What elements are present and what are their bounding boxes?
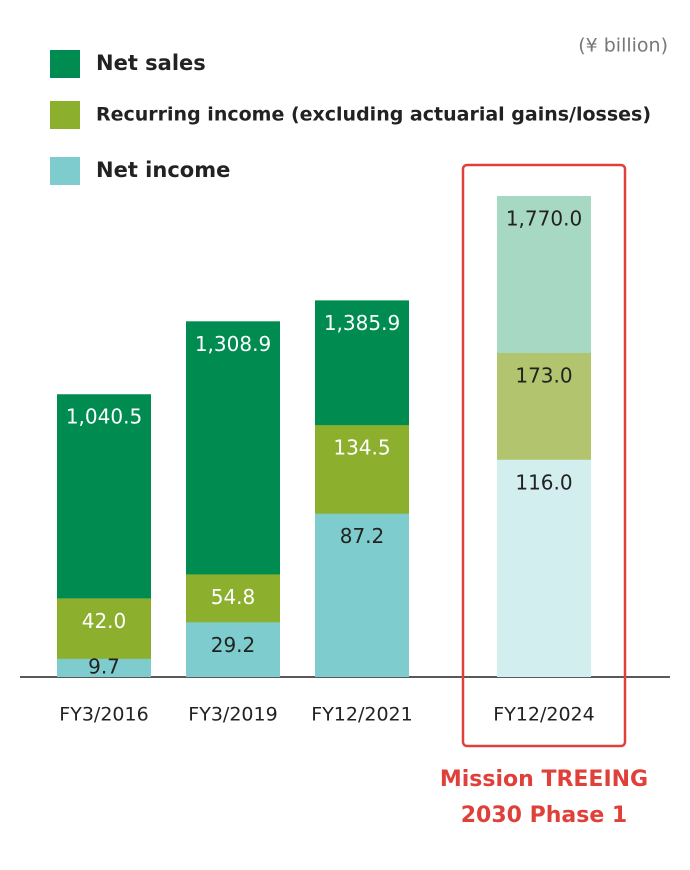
bar-segment (186, 622, 280, 677)
x-tick-label: FY12/2024 (493, 704, 594, 726)
value-label: 87.2 (340, 524, 385, 548)
legend-swatch (50, 50, 80, 78)
value-label: 29.2 (211, 633, 256, 657)
legend-swatch (50, 157, 80, 185)
value-label: 1,770.0 (506, 207, 582, 231)
x-tick-label: FY3/2016 (59, 704, 148, 726)
legend-label: Net sales (96, 51, 206, 75)
bar-segment (315, 513, 409, 677)
x-tick-label: FY3/2019 (188, 704, 277, 726)
value-label: 42.0 (82, 609, 127, 633)
value-label: 173.0 (515, 364, 572, 388)
annotation: Mission TREEING (440, 767, 648, 792)
bar-segment (497, 459, 591, 677)
legend-label: Recurring income (excluding actuarial ga… (96, 104, 651, 126)
bar-segment (57, 658, 151, 677)
value-label: 1,385.9 (324, 311, 400, 335)
value-label: 116.0 (515, 470, 572, 494)
unit-label: (¥ billion) (578, 35, 668, 57)
x-tick-label: FY12/2021 (311, 704, 412, 726)
value-label: 1,040.5 (66, 405, 142, 429)
annotation: 2030 Phase 1 (461, 803, 628, 828)
value-label: 54.8 (211, 585, 256, 609)
value-label: 9.7 (88, 654, 120, 678)
legend-swatch (50, 101, 80, 129)
value-label: 134.5 (333, 436, 390, 460)
highlight-box (461, 163, 627, 748)
legend-label: Net income (96, 158, 230, 182)
value-label: 1,308.9 (195, 332, 271, 356)
